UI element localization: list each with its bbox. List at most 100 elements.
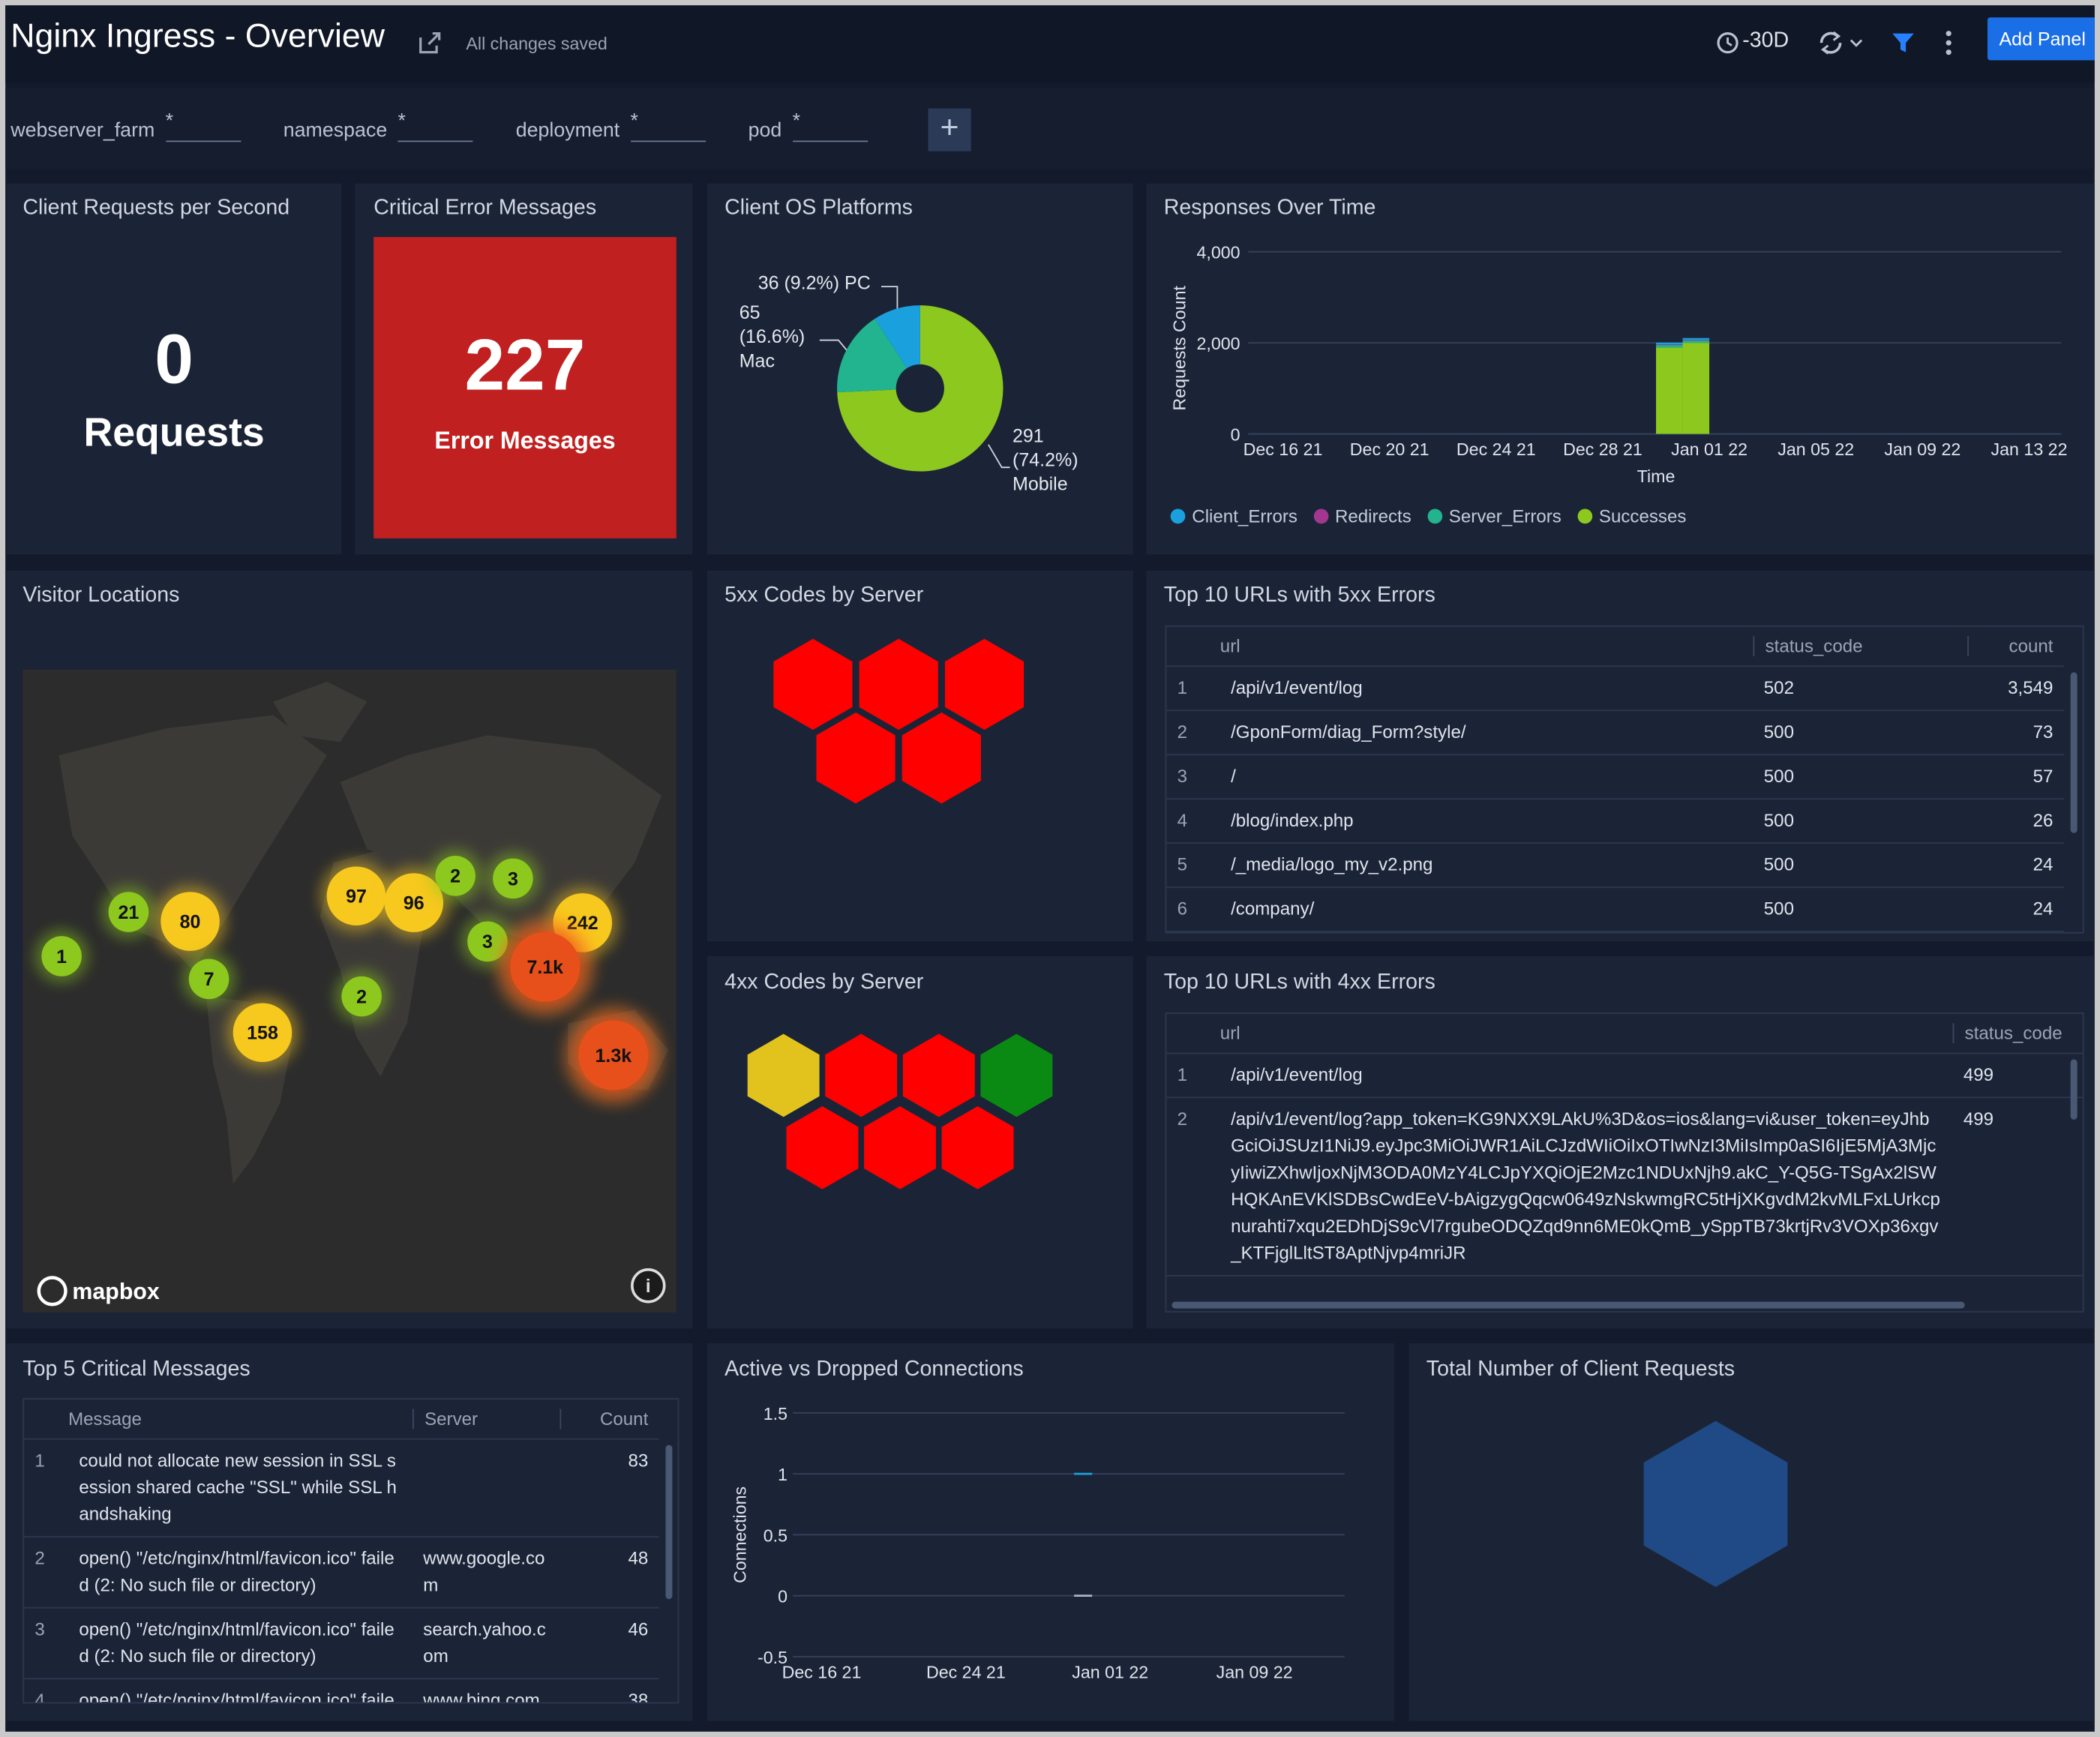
panel-title: Critical Error Messages <box>374 196 597 220</box>
bar-segment <box>1682 343 1710 434</box>
filter-name: deployment <box>515 118 620 142</box>
table-cell: 6 <box>1177 898 1188 919</box>
marker-label: 21 <box>118 902 140 923</box>
add-panel-button[interactable]: Add Panel <box>1987 17 2095 61</box>
legend-label: Client_Errors <box>1192 506 1298 526</box>
header-cell: Server <box>412 1408 560 1430</box>
table-cell: 38 <box>628 1690 649 1704</box>
table-cell: /api/v1/event/log?app_token=KG9NXX9LAkU%… <box>1231 1108 1940 1263</box>
kpi-box <box>374 237 676 538</box>
table-cell: open() "/etc/nginx/html/favicon.ico" fai… <box>79 1690 394 1704</box>
table-cell: /_media/logo_my_v2.png <box>1231 854 1433 875</box>
pie-slice <box>837 319 908 393</box>
x-tick-label: Jan 09 22 <box>1216 1662 1293 1682</box>
table-cell: 3 <box>1177 766 1188 787</box>
legend-swatch <box>1313 508 1329 524</box>
x-tick-label: Dec 24 21 <box>1456 440 1536 459</box>
marker-label: 2 <box>450 866 460 887</box>
y-tick-label: 1 <box>778 1465 788 1484</box>
map-marker <box>41 936 82 976</box>
filter-list: webserver_farm * namespace * deployment * pod * <box>10 110 868 142</box>
legend: Client_Errors Redirects Server_Errors Succe… <box>1170 506 1686 526</box>
filter-value: * <box>792 110 868 142</box>
legend-swatch <box>1427 508 1442 524</box>
honeycomb-cell <box>902 712 981 804</box>
table-cell: 3,549 <box>2008 677 2054 698</box>
y-axis-label: Connections <box>730 1486 750 1583</box>
table-cell: /api/v1/event/log <box>1231 677 1363 698</box>
header-bar <box>5 5 2095 83</box>
pie-label: 36 (9.2%) PC <box>758 272 871 294</box>
x-tick-label: Dec 16 21 <box>782 1662 862 1682</box>
legend-swatch <box>1577 508 1592 524</box>
honeycomb-cell <box>1643 1420 1788 1588</box>
info-glyph: i <box>646 1276 651 1297</box>
time-range[interactable]: -30D <box>1742 29 1790 52</box>
filter-value: * <box>630 110 706 142</box>
table-cell: 26 <box>2032 810 2054 831</box>
mapbox-logo <box>37 1276 68 1306</box>
map-attribution[interactable]: mapbox <box>72 1280 159 1304</box>
bar-segment <box>1656 344 1683 348</box>
header-cell: Count <box>560 1408 658 1430</box>
filter-value: * <box>398 110 473 142</box>
table-cell: 500 <box>1763 722 1795 742</box>
panel-title: Visitor Locations <box>22 584 180 607</box>
kpi-unit: Error Messages <box>434 427 616 454</box>
x-tick-label: Dec 16 21 <box>1244 440 1323 459</box>
honeycomb-cell <box>902 1034 975 1118</box>
table-row: 1 could not allocate new session in SSL s… <box>24 1440 659 1538</box>
panel <box>1146 956 2095 1329</box>
table: url status_code count 1/api/v1/event/log 502… <box>1165 625 2084 934</box>
x-tick-label: Dec 20 21 <box>1350 440 1430 459</box>
table-cell: 4 <box>34 1690 45 1704</box>
panel <box>6 1343 693 1721</box>
panel-title: Top 10 URLs with 4xx Errors <box>1163 970 1436 994</box>
table-cell: 500 <box>1763 766 1795 787</box>
table-cell: 24 <box>2032 898 2054 919</box>
bar-segment <box>1682 338 1710 340</box>
filter: webserver_farm * <box>10 110 241 142</box>
table-cell: open() "/etc/nginx/html/favicon.ico" fai… <box>79 1548 394 1595</box>
y-tick-label: 4,000 <box>1196 243 1240 262</box>
more-icon[interactable] <box>1942 28 1955 57</box>
scrollbar <box>2070 1059 2078 1120</box>
table-row: 6/company/500 24 <box>1166 888 2064 932</box>
table-cell: 502 <box>1763 677 1795 698</box>
marker-label: 80 <box>180 911 201 932</box>
table-row: 5 /_media/logo_my_v2.png 500 24 <box>1166 844 2064 888</box>
map-marker <box>188 958 230 1000</box>
y-tick-label: 2,000 <box>1196 334 1240 353</box>
honeycomb-cell <box>941 1106 1014 1190</box>
refresh-icon[interactable] <box>1816 28 1869 57</box>
legend-item: Server_Errors <box>1427 506 1562 526</box>
pie-slice <box>874 305 920 368</box>
bar-segment <box>1656 342 1683 345</box>
table: url status_code 1/api/v1/event/log 499 2/api… <box>1165 1012 2084 1312</box>
header-cell: count <box>1967 636 2064 656</box>
table-header: Message Server Count <box>24 1400 659 1440</box>
filter-name: namespace <box>283 118 388 142</box>
info-icon[interactable] <box>631 1268 666 1304</box>
legend-item: Redirects <box>1313 506 1412 526</box>
table-cell: 3 <box>34 1618 45 1640</box>
filter-bar <box>5 88 2095 169</box>
clock-icon[interactable] <box>1714 29 1742 56</box>
share-icon[interactable] <box>416 29 443 56</box>
table-cell: 46 <box>628 1618 649 1640</box>
panel-title: Total Number of Client Requests <box>1426 1358 1736 1382</box>
table-row: 4 open() "/etc/nginx/html/favicon.ico" fa… <box>24 1679 658 1704</box>
table: Message Server Count 1 could not allocate ne… <box>22 1398 680 1704</box>
bar-segment <box>1656 347 1683 434</box>
x-tick-label: Jan 05 22 <box>1778 440 1854 459</box>
table-cell: 500 <box>1763 810 1795 831</box>
x-tick-label: Dec 28 21 <box>1563 440 1642 459</box>
filter-icon[interactable] <box>1890 29 1917 56</box>
honeycomb-cell <box>859 638 938 730</box>
honeycomb-cell <box>786 1106 859 1190</box>
panel <box>706 183 1133 555</box>
marker-label: 7.1k <box>526 957 563 978</box>
legend-item: Successes <box>1577 506 1686 526</box>
add-filter-button[interactable]: + <box>928 108 971 152</box>
table-row: 1/api/v1/event/log 499 <box>1166 1054 2083 1099</box>
